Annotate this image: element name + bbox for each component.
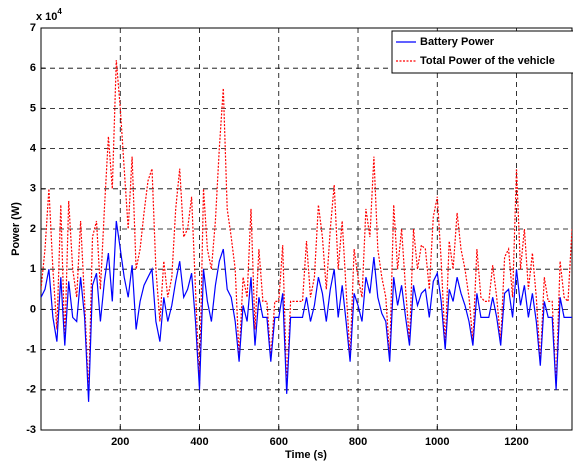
legend-label: Total Power of the vehicle [420, 55, 555, 67]
y-tick-label: 0 [30, 303, 36, 315]
y-tick-label: 2 [30, 223, 36, 235]
x-tick-label: 200 [111, 436, 129, 448]
multiplier-base: x 10 [36, 11, 57, 23]
plot-frame [40, 27, 573, 431]
multiplier: x 104 [36, 7, 62, 23]
y-tick-label: 1 [30, 263, 36, 275]
y-tick-label: -2 [26, 384, 36, 396]
y-tick-label: 5 [30, 102, 36, 114]
y-tick-label: 7 [30, 22, 36, 34]
y-tick-label: 4 [30, 143, 37, 155]
multiplier-exponent: 4 [57, 7, 62, 16]
x-tick-label: 400 [190, 436, 208, 448]
y-tick-label: -3 [26, 424, 36, 436]
x-tick-label: 800 [349, 436, 367, 448]
x-tick-label: 1200 [504, 436, 528, 448]
y-tick-label: 6 [30, 62, 36, 74]
y-axis-label: Power (W) [10, 202, 22, 256]
x-tick-label: 1000 [425, 436, 449, 448]
y-tick-label: -1 [26, 344, 36, 356]
plot-area [41, 60, 572, 402]
series-line [41, 220, 572, 402]
x-tick-label: 600 [270, 436, 288, 448]
series-line [41, 60, 572, 394]
x-axis-label: Time (s) [285, 449, 327, 461]
legend-label: Battery Power [420, 36, 495, 48]
y-tick-label: 3 [30, 183, 36, 195]
legend-box [391, 30, 573, 74]
